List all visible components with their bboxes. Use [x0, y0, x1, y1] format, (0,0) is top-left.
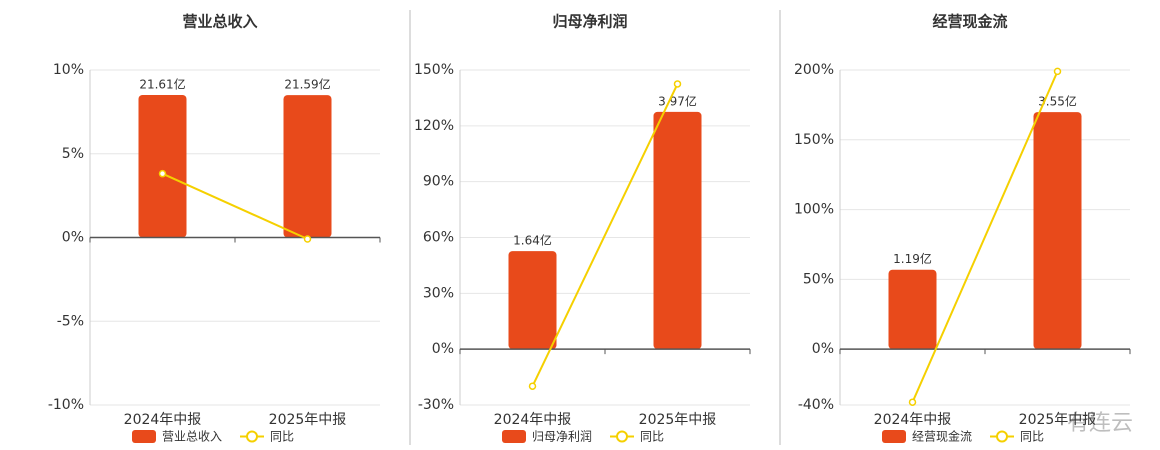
legend-swatch [246, 430, 258, 443]
data-label: 1.64亿 [513, 233, 552, 248]
y-tick-label: 50% [803, 271, 834, 287]
line-marker [1053, 67, 1062, 76]
data-label: 21.59亿 [284, 77, 330, 92]
y-tick-label: 0% [432, 341, 454, 357]
x-tick-label: 2025年中报 [269, 412, 347, 428]
watermark: 有连云 [1067, 411, 1133, 436]
legend-label: 营业总收入 [162, 430, 222, 444]
line-marker [158, 169, 167, 178]
line-marker [908, 398, 917, 406]
y-tick-label: 30% [423, 285, 454, 301]
legend-label: 经营现金流 [912, 429, 972, 444]
y-tick-label: 0% [62, 230, 84, 246]
bar [508, 251, 557, 350]
y-tick-label: 5% [62, 146, 84, 162]
line-marker [303, 235, 312, 243]
chart-title: 经营现金流 [932, 13, 1007, 31]
y-tick-label: -30% [418, 397, 454, 413]
x-tick-label: 2025年中报 [639, 412, 717, 428]
bar [1033, 112, 1082, 350]
data-label: 3.97亿 [658, 93, 697, 108]
line [531, 83, 679, 387]
y-tick-label: -5% [57, 313, 84, 329]
x-tick-label: 2024年中报 [124, 412, 202, 428]
data-label: 21.61亿 [139, 76, 185, 91]
y-tick-label: 90% [423, 174, 454, 190]
chart-title: 营业总收入 [182, 13, 257, 31]
y-tick-label: 60% [423, 230, 454, 246]
y-tick-label: 100% [794, 202, 834, 218]
legend-swatch [502, 430, 526, 443]
y-tick-label: -40% [798, 397, 834, 413]
legend-swatch [616, 430, 628, 443]
y-tick-label: 0% [812, 341, 834, 357]
y-tick-label: 150% [794, 132, 834, 148]
line-marker [673, 80, 682, 88]
legend-label: 同比 [640, 430, 664, 444]
x-tick-label: 2024年中报 [874, 412, 952, 428]
legend-label: 同比 [270, 430, 294, 444]
x-tick-label: 2025年中报 [1019, 412, 1097, 428]
bar [888, 269, 937, 350]
data-label: 3.55亿 [1038, 94, 1077, 109]
line [911, 70, 1059, 403]
y-tick-label: -10% [48, 397, 84, 413]
legend-label: 归母净利润 [532, 430, 592, 444]
bar [138, 94, 187, 238]
y-tick-label: 10% [53, 62, 84, 78]
legend-swatch [882, 430, 906, 443]
data-label: 1.19亿 [893, 251, 932, 266]
chart-title: 归母净利润 [552, 13, 627, 31]
y-tick-label: 150% [414, 62, 454, 78]
legend-swatch [996, 430, 1008, 443]
line-marker [528, 382, 537, 390]
line [162, 172, 308, 240]
x-tick-label: 2024年中报 [494, 412, 572, 428]
bar [283, 95, 332, 238]
bar [653, 111, 702, 350]
legend-label: 同比 [1020, 430, 1044, 444]
y-tick-label: 200% [794, 62, 834, 78]
y-tick-label: 120% [414, 118, 454, 134]
legend-swatch [132, 430, 156, 443]
